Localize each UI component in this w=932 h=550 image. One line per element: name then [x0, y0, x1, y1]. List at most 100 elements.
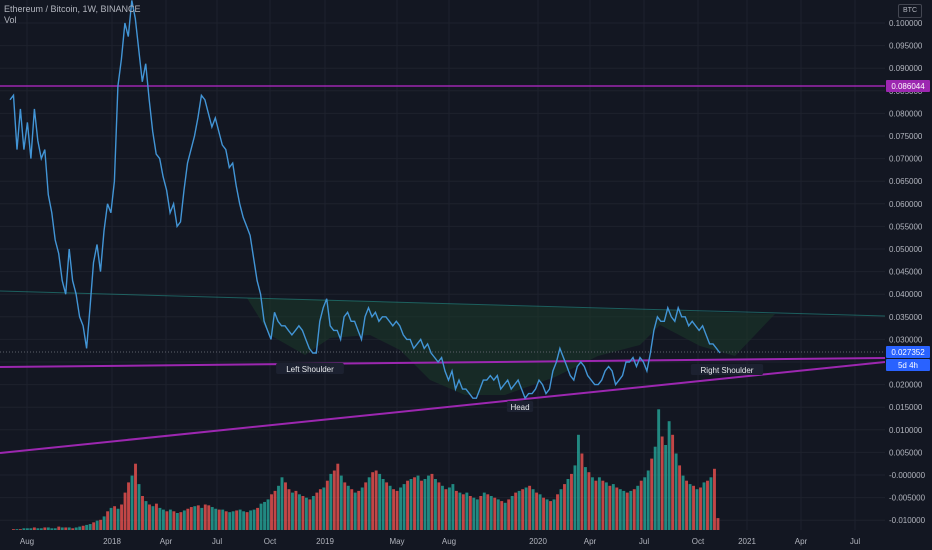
- y-tick-label: 0.020000: [889, 381, 923, 390]
- volume-bar: [99, 519, 103, 530]
- volume-bar: [332, 470, 336, 530]
- volume-bar: [15, 529, 19, 530]
- time-axis[interactable]: Aug 2018 Apr Jul Oct 2019 May Aug 2020 Apr Jul Oct 2…: [20, 537, 860, 546]
- volume-bar: [214, 508, 218, 530]
- chart-grid: [0, 0, 885, 530]
- x-tick-label: Apr: [584, 537, 597, 546]
- annotation-bg: [276, 363, 344, 374]
- volume-bar: [322, 487, 326, 530]
- volume-bar: [444, 489, 448, 530]
- symbol-title: Ethereum / Bitcoin, 1W, BINANCE: [4, 4, 141, 14]
- x-tick-label: Jul: [850, 537, 860, 546]
- resistance-price-label: 0.086044: [891, 82, 925, 91]
- volume-bars: [12, 409, 720, 530]
- volume-bar: [193, 506, 197, 530]
- volume-bar: [273, 490, 277, 530]
- volume-bar: [339, 475, 343, 530]
- volume-bar: [127, 482, 130, 530]
- volume-bar: [161, 509, 165, 530]
- volume-bar: [713, 468, 716, 530]
- volume-bar: [360, 487, 364, 530]
- volume-bar: [256, 507, 260, 530]
- y-tick-label: 0.090000: [889, 64, 923, 73]
- volume-bar: [207, 505, 211, 530]
- volume-bar: [109, 507, 113, 530]
- y-tick-label: 0.015000: [889, 403, 923, 412]
- volume-bar: [81, 525, 85, 530]
- volume-bar: [447, 487, 451, 530]
- volume-bar: [287, 489, 291, 530]
- volume-bar: [402, 484, 406, 530]
- volume-bar: [549, 501, 552, 530]
- volume-bar: [653, 446, 657, 530]
- volume-bar: [235, 510, 239, 530]
- volume-bar: [468, 496, 472, 530]
- volume-bar: [301, 496, 305, 530]
- volume-bar: [611, 484, 615, 530]
- y-tick-label: 0.070000: [889, 155, 923, 164]
- x-tick-label: Jul: [639, 537, 649, 546]
- volume-bar: [437, 482, 441, 530]
- volume-bar: [151, 506, 155, 530]
- volume-bar: [695, 489, 699, 530]
- currency-button[interactable]: BTC: [898, 4, 922, 18]
- price-axis[interactable]: 0.1000000.0950000.0900000.0850000.080000…: [885, 0, 932, 550]
- volume-bar: [500, 501, 504, 530]
- volume-bar: [472, 497, 476, 530]
- annotation-label: Head: [510, 403, 529, 412]
- volume-bar: [318, 489, 322, 530]
- y-tick-label: -0.000000: [889, 471, 926, 480]
- neckline: [0, 290, 886, 317]
- y-tick-label: 0.010000: [889, 426, 923, 435]
- volume-bar: [664, 445, 668, 530]
- volume-bar: [92, 522, 96, 530]
- volume-bar: [699, 487, 702, 530]
- volume-bar: [706, 480, 709, 530]
- volume-bar: [434, 479, 437, 530]
- volume-bar: [32, 527, 36, 530]
- volume-bar: [221, 509, 225, 530]
- volume-bar: [625, 492, 629, 530]
- x-tick-label: 2019: [316, 537, 334, 546]
- countdown-label: 5d 4h: [898, 361, 918, 370]
- volume-bar: [678, 465, 682, 530]
- volume-bar: [622, 490, 626, 530]
- x-tick-label: Aug: [442, 537, 456, 546]
- volume-bar: [165, 511, 169, 530]
- volume-bar: [106, 511, 110, 530]
- current-price-label-bg: [886, 346, 930, 358]
- y-tick-label: 0.065000: [889, 177, 923, 186]
- volume-bar: [381, 479, 385, 530]
- volume-bar: [43, 527, 47, 530]
- volume-bar: [116, 508, 120, 530]
- x-tick-label: Oct: [692, 537, 705, 546]
- volume-bar: [39, 528, 43, 530]
- volume-bar: [224, 511, 228, 530]
- volume-bar: [587, 472, 591, 530]
- y-tick-label: 0.060000: [889, 200, 923, 209]
- current-price-label: 0.027352: [891, 348, 925, 357]
- volume-bar: [413, 477, 416, 530]
- volume-bar: [242, 511, 246, 530]
- resistance-price-label-bg: [886, 80, 930, 92]
- volume-bar: [685, 480, 689, 530]
- annotation-bg: [690, 364, 764, 375]
- x-tick-label: Aug: [20, 537, 34, 546]
- volume-bar: [545, 499, 549, 530]
- volume-bar: [263, 501, 267, 530]
- volume-bar: [524, 487, 528, 530]
- volume-bar: [148, 504, 151, 530]
- volume-bar: [357, 490, 361, 530]
- volume-bar: [175, 513, 179, 530]
- volume-bar: [329, 473, 333, 530]
- volume-bar: [465, 492, 469, 530]
- x-tick-label: Oct: [264, 537, 277, 546]
- volume-bar: [552, 499, 556, 530]
- y-tick-label: 0.035000: [889, 313, 923, 322]
- volume-bar: [489, 496, 493, 530]
- volume-bar: [570, 473, 573, 530]
- volume-bar: [580, 453, 584, 530]
- volume-bar: [346, 485, 350, 530]
- y-tick-label: 0.030000: [889, 335, 923, 344]
